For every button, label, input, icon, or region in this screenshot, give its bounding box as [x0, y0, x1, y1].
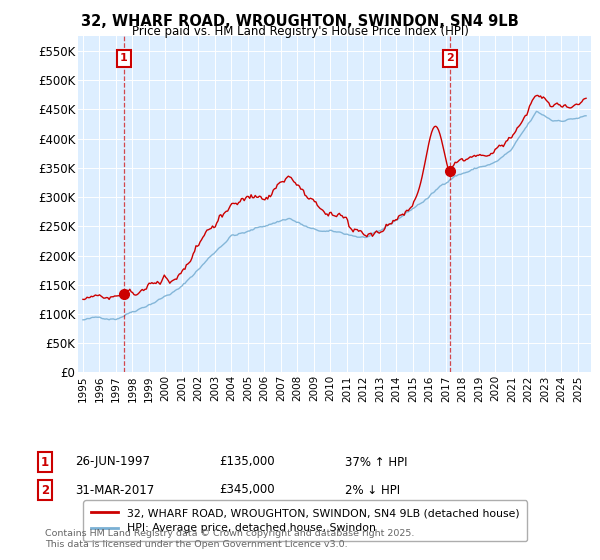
Text: 1: 1 — [120, 53, 128, 63]
Text: 2: 2 — [41, 483, 49, 497]
Text: Contains HM Land Registry data © Crown copyright and database right 2025.
This d: Contains HM Land Registry data © Crown c… — [45, 529, 415, 549]
Text: 32, WHARF ROAD, WROUGHTON, SWINDON, SN4 9LB: 32, WHARF ROAD, WROUGHTON, SWINDON, SN4 … — [81, 14, 519, 29]
Text: 26-JUN-1997: 26-JUN-1997 — [75, 455, 150, 469]
Text: 2: 2 — [446, 53, 454, 63]
Text: 2% ↓ HPI: 2% ↓ HPI — [345, 483, 400, 497]
Text: 31-MAR-2017: 31-MAR-2017 — [75, 483, 154, 497]
Text: 37% ↑ HPI: 37% ↑ HPI — [345, 455, 407, 469]
Text: 1: 1 — [41, 455, 49, 469]
Text: £345,000: £345,000 — [219, 483, 275, 497]
Legend: 32, WHARF ROAD, WROUGHTON, SWINDON, SN4 9LB (detached house), HPI: Average price: 32, WHARF ROAD, WROUGHTON, SWINDON, SN4 … — [83, 501, 527, 541]
Text: Price paid vs. HM Land Registry's House Price Index (HPI): Price paid vs. HM Land Registry's House … — [131, 25, 469, 38]
Text: £135,000: £135,000 — [219, 455, 275, 469]
